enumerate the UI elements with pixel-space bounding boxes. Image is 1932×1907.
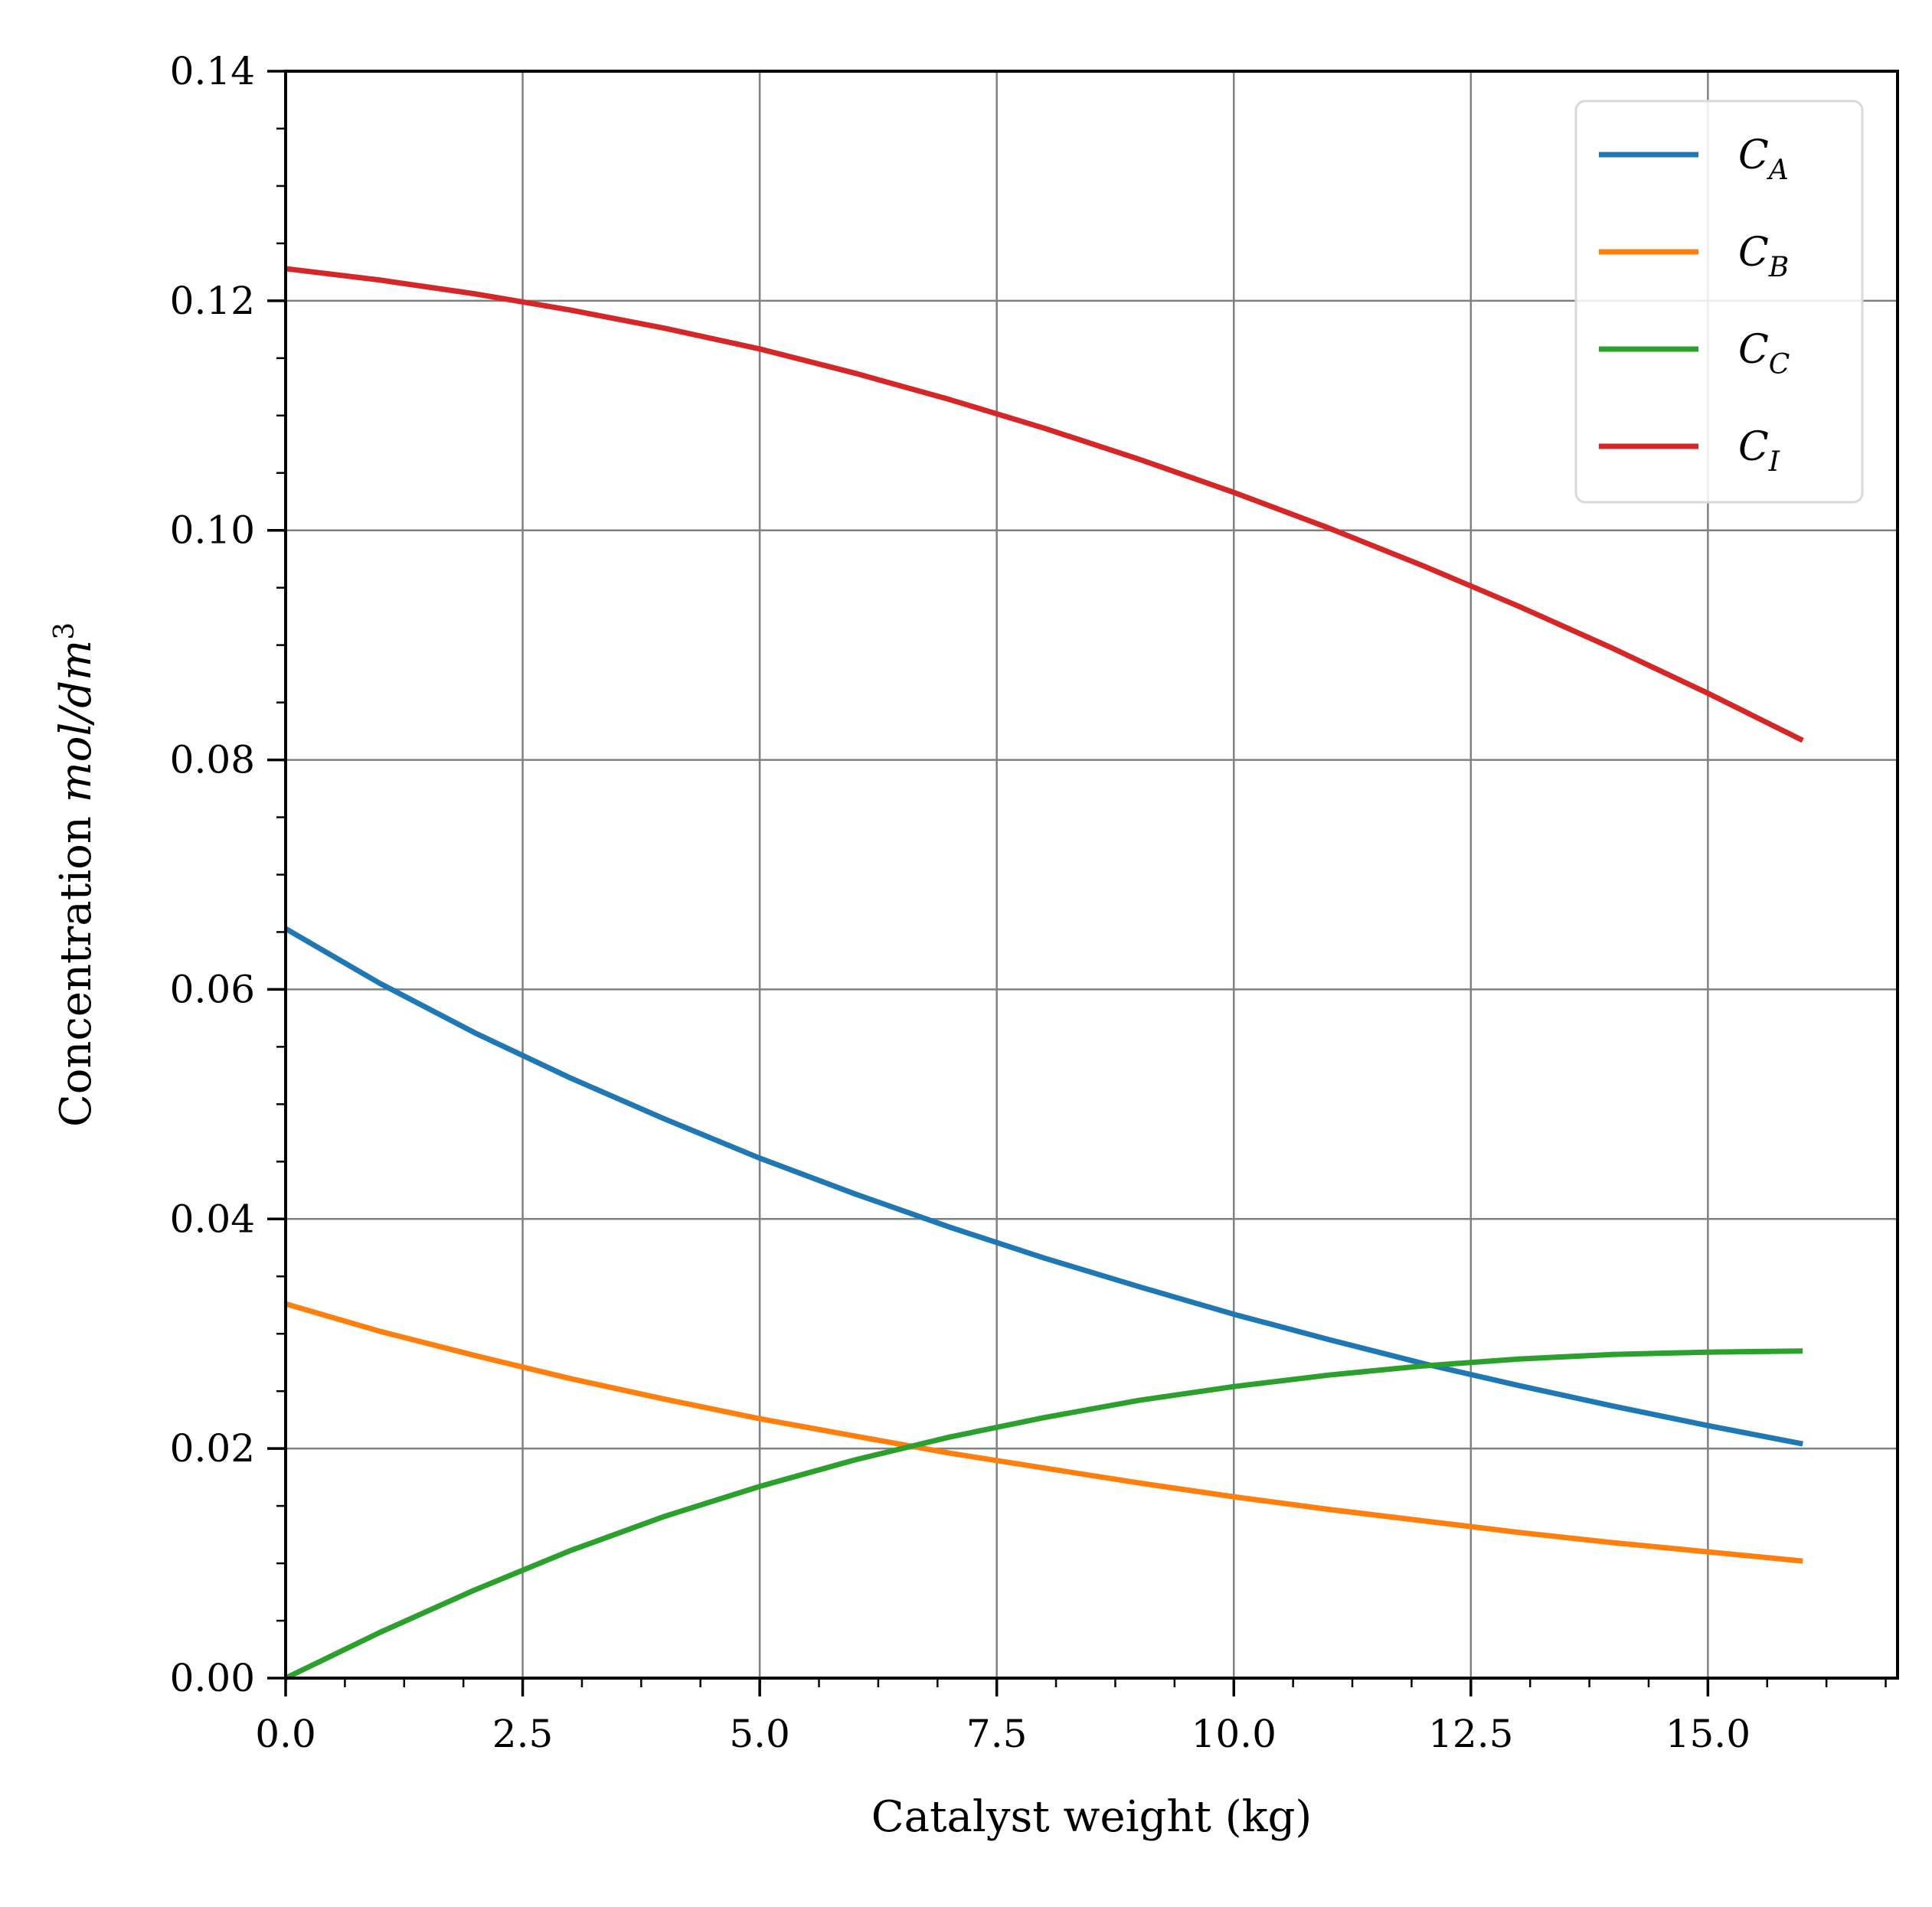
y-axis-title: Concentration mol/dm3 bbox=[49, 622, 101, 1127]
legend-label-CA: CA bbox=[1738, 132, 1789, 186]
y-axis-title-exponent: 3 bbox=[49, 622, 80, 640]
y-tick-label: 0.12 bbox=[170, 279, 255, 323]
y-tick-label: 0.00 bbox=[170, 1656, 255, 1700]
x-tick-label: 2.5 bbox=[492, 1712, 554, 1756]
y-axis-title-prefix: Concentration bbox=[51, 802, 101, 1127]
x-tick-label: 5.0 bbox=[729, 1712, 790, 1756]
legend-label-subscript: B bbox=[1768, 252, 1789, 283]
legend-label-CB: CB bbox=[1738, 230, 1789, 283]
y-tick-label: 0.14 bbox=[170, 49, 255, 93]
legend-label-main: C bbox=[1738, 132, 1769, 178]
legend-label-CC: CC bbox=[1738, 327, 1790, 380]
x-axis-title: Catalyst weight (kg) bbox=[871, 1792, 1312, 1842]
y-tick-label: 0.10 bbox=[170, 508, 255, 553]
ticks: 0.0 2.5 5.0 7.5 10.0 12.5 15.0 0.00 0.02 0.04 0.06… bbox=[170, 49, 1887, 1756]
x-tick-label: 15.0 bbox=[1666, 1712, 1751, 1756]
legend-label-main: C bbox=[1738, 424, 1769, 470]
series-line-CI bbox=[285, 266, 1804, 743]
series-line-CC bbox=[284, 1348, 1803, 1681]
y-tick-label: 0.06 bbox=[170, 967, 255, 1011]
series-line-CA bbox=[284, 926, 1803, 1447]
series-line-CB bbox=[285, 1301, 1803, 1564]
y-tick-label: 0.02 bbox=[170, 1426, 255, 1471]
legend-label-subscript: I bbox=[1768, 446, 1780, 478]
legend-label-main: C bbox=[1738, 327, 1769, 373]
x-tick-label: 0.0 bbox=[255, 1712, 316, 1756]
x-tick-label: 7.5 bbox=[966, 1712, 1028, 1756]
y-tick-label: 0.04 bbox=[170, 1197, 255, 1241]
legend-label-main: C bbox=[1738, 230, 1769, 276]
legend-label-CI: CI bbox=[1738, 424, 1780, 478]
y-axis-title-units: mol/dm bbox=[51, 640, 101, 803]
legend-box bbox=[1574, 100, 1864, 504]
series-layer bbox=[284, 266, 1804, 1681]
legend-label-subscript: C bbox=[1769, 349, 1790, 380]
legend-label-subscript: A bbox=[1767, 155, 1789, 186]
y-tick-label: 0.08 bbox=[170, 738, 255, 782]
x-tick-label: 12.5 bbox=[1428, 1712, 1513, 1756]
x-tick-label: 10.0 bbox=[1192, 1712, 1277, 1756]
